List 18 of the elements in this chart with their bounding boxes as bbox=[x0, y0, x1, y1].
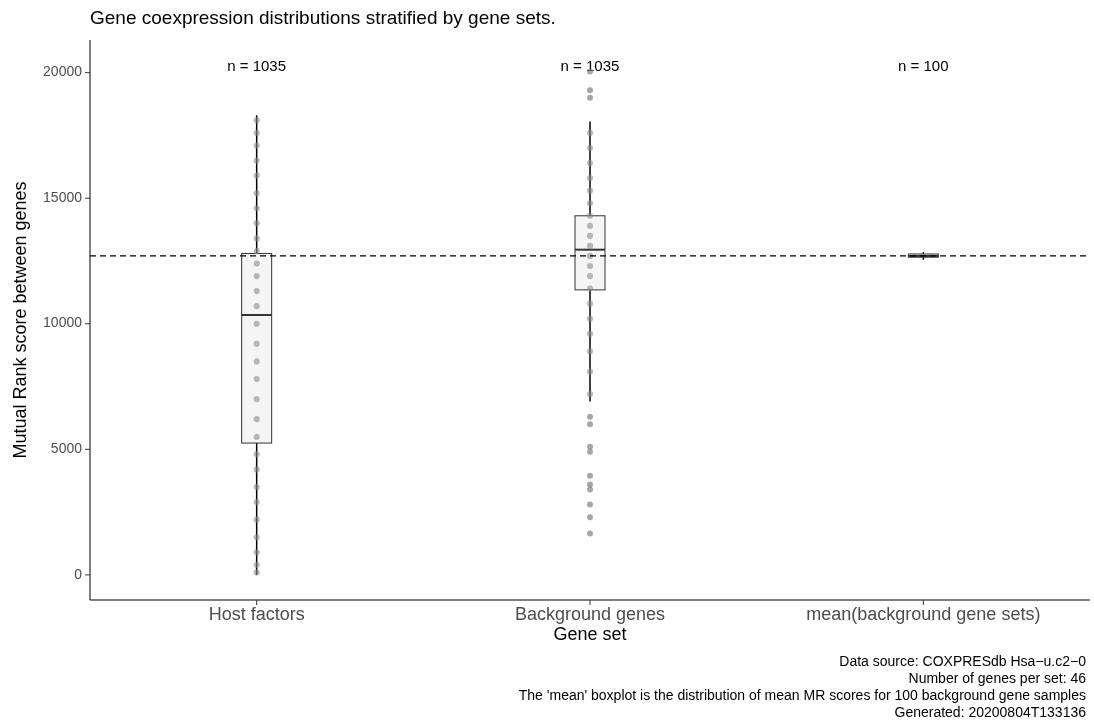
source-note: Data source: COXPRESdb Hsa−u.c2−0 bbox=[839, 653, 1087, 669]
text: The 'mean' boxplot is the distribution of mean MR scores for 100 background gene samples bbox=[518, 687, 1086, 703]
x-tick-label: Host factors bbox=[208, 604, 305, 624]
y-tick-label: 0 bbox=[74, 565, 83, 582]
x-tick-label: Background genes bbox=[514, 604, 666, 624]
annotation: n = 1035 bbox=[560, 56, 620, 74]
text: Generated: 20200804T133136 bbox=[894, 704, 1087, 720]
y-tick-label: 20000 bbox=[43, 63, 83, 80]
chart-title: Gene coexpression distributions stratified by gene sets. bbox=[90, 7, 556, 28]
annotation: n = 100 bbox=[898, 56, 949, 74]
text: Number of genes per set: 46 bbox=[908, 670, 1087, 686]
y-tick-label: 15000 bbox=[43, 188, 83, 205]
x-tick-label: mean(background gene sets) bbox=[806, 604, 1041, 624]
annotation: n = 1035 bbox=[227, 56, 287, 74]
y-axis-title: Mutual Rank score between genes bbox=[10, 181, 30, 459]
x-axis-title: Gene set bbox=[553, 624, 627, 644]
y-tick-label: 10000 bbox=[43, 314, 83, 331]
y-tick-label: 5000 bbox=[50, 440, 83, 457]
